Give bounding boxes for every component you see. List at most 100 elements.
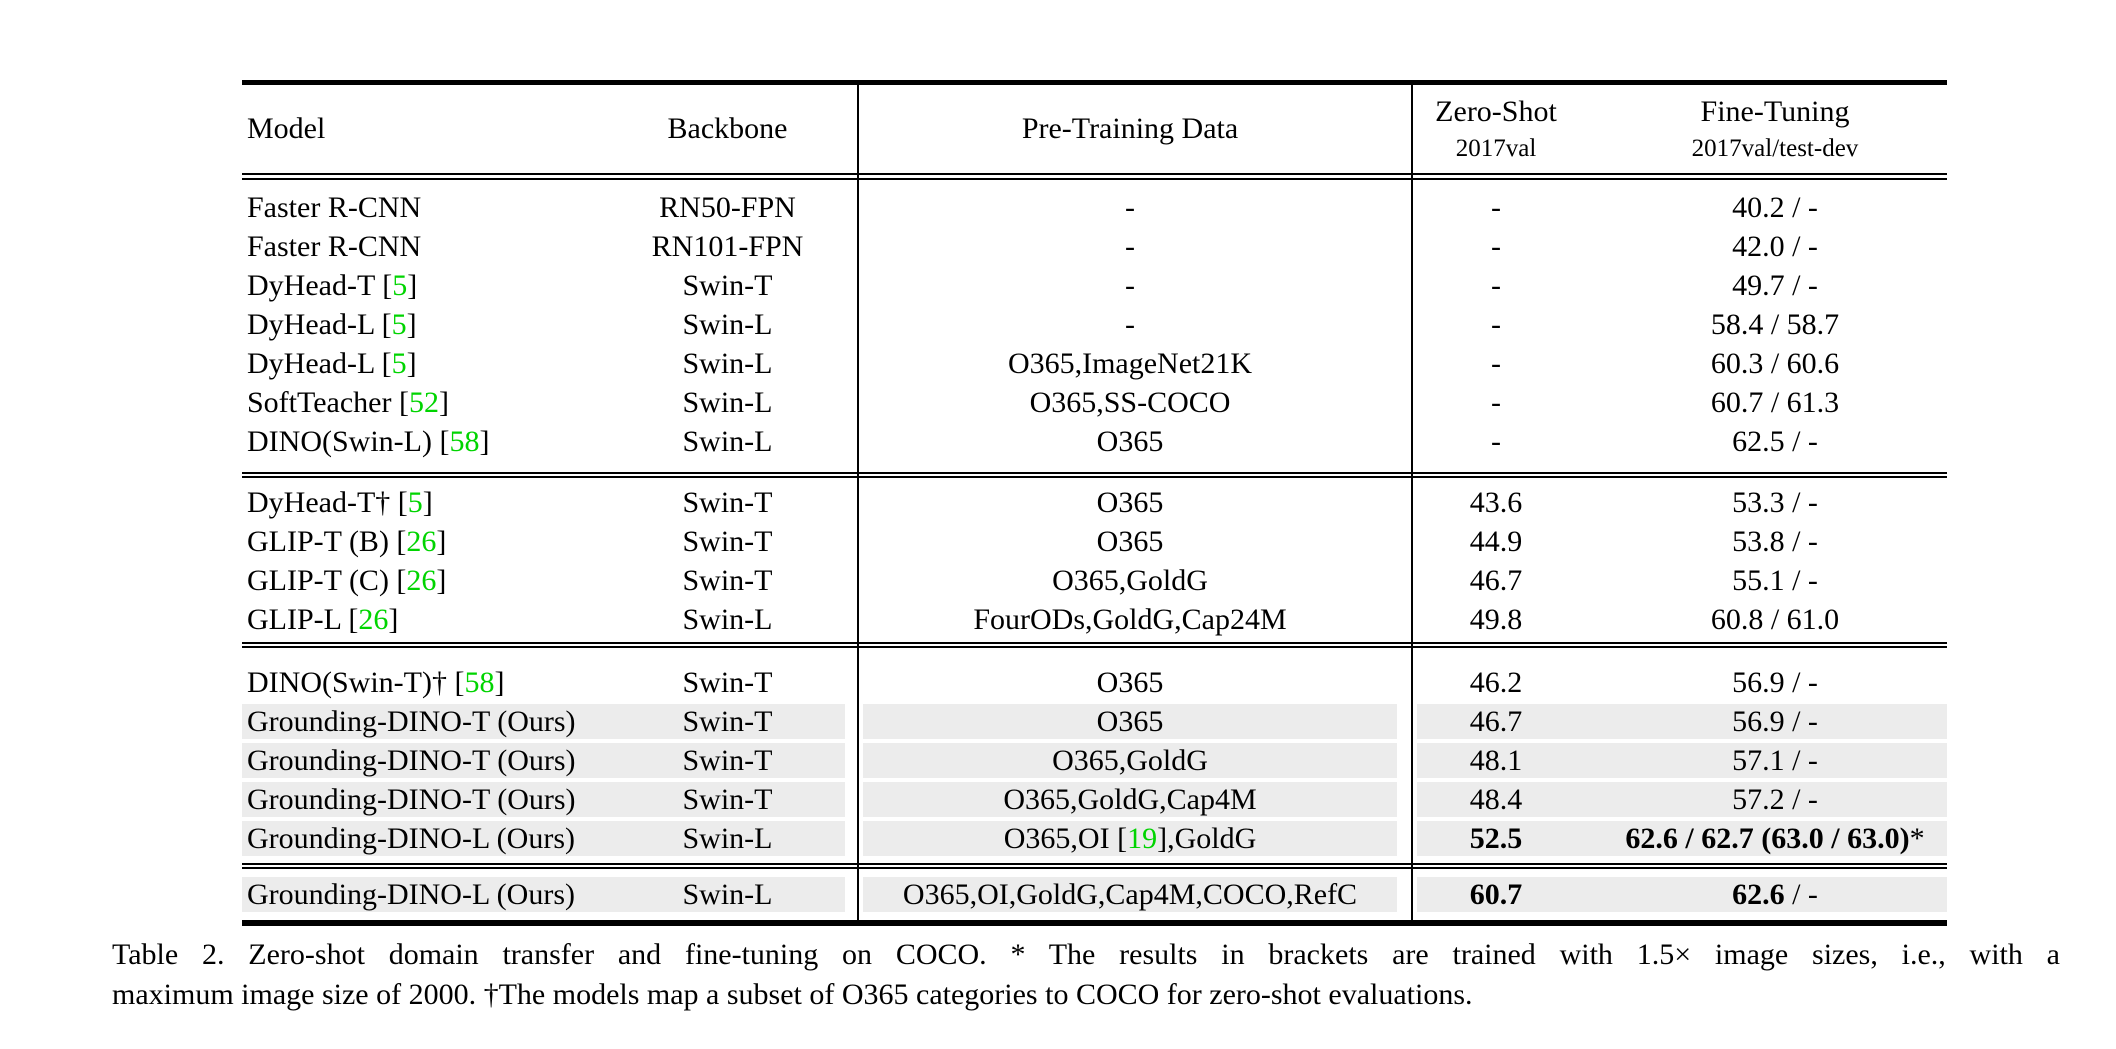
table-row: GLIP-L [26] Swin-L FourODs,GoldG,Cap24M 49.…	[242, 600, 1947, 639]
cell-model: SoftTeacher [52]	[247, 386, 449, 419]
cell-backbone: RN50-FPN	[659, 191, 796, 224]
cell-zeroshot: 48.4	[1469, 783, 1523, 816]
row-highlight	[242, 782, 845, 817]
cell-backbone: Swin-L	[682, 308, 773, 341]
citation-number: 5	[391, 308, 407, 341]
cell-pretrain: -	[1125, 308, 1135, 341]
cell-backbone: Swin-T	[682, 705, 773, 738]
cell-finetune: 57.1 / -	[1732, 744, 1818, 777]
column-divider-backbone-pretrain	[857, 85, 859, 920]
column-header-zero-shot-subtitle: 2017val	[1455, 135, 1537, 162]
table-row: GLIP-T (B) [26] Swin-T O365 44.9 53.8 / -	[242, 522, 1947, 561]
cell-model: DyHead-T† [5]	[247, 486, 433, 519]
cell-zeroshot: 46.2	[1469, 666, 1523, 699]
column-header-model-label: Model	[247, 112, 326, 145]
table-rule-top	[242, 80, 1947, 85]
cell-zeroshot: -	[1491, 347, 1501, 380]
cell-model: DyHead-T [5]	[247, 269, 418, 302]
column-header-zero-shot-title: Zero-Shot	[1435, 95, 1557, 128]
table-row: Faster R-CNN RN101-FPN - - 42.0 / -	[242, 227, 1947, 266]
cell-finetune: 56.9 / -	[1732, 705, 1818, 738]
cell-model: DINO(Swin-T)† [58]	[247, 666, 505, 699]
cell-pretrain: O365	[1096, 486, 1164, 519]
table-row: Grounding-DINO-T (Ours) Swin-T O365,GoldG 4…	[242, 741, 1947, 780]
cell-pretrain: O365	[1096, 525, 1164, 558]
cell-model: Grounding-DINO-T (Ours)	[247, 744, 576, 777]
row-highlight	[863, 877, 1397, 912]
table-row: SoftTeacher [52] Swin-L O365,SS-COCO - 60.7 …	[242, 383, 1947, 422]
citation-number: 26	[358, 603, 389, 636]
cell-zeroshot: -	[1491, 308, 1501, 341]
cell-model: Grounding-DINO-T (Ours)	[247, 705, 576, 738]
cell-zeroshot: -	[1491, 269, 1501, 302]
row-highlight	[863, 821, 1397, 856]
cell-backbone: Swin-L	[682, 425, 773, 458]
column-header-fine-tuning-title: Fine-Tuning	[1700, 95, 1850, 128]
cell-finetune: 53.8 / -	[1732, 525, 1818, 558]
column-header-pretraining-data: Pre-Training Data	[863, 85, 1397, 173]
cell-backbone: Swin-L	[682, 603, 773, 636]
cell-model: Grounding-DINO-L (Ours)	[247, 822, 575, 855]
cell-zeroshot: 52.5	[1469, 822, 1523, 855]
table-row: Grounding-DINO-T (Ours) Swin-T O365,GoldG,…	[242, 780, 1947, 819]
cell-pretrain: O365	[1096, 425, 1164, 458]
table-caption-line-2: maximum image size of 2000. †The models …	[112, 978, 1473, 1011]
row-highlight	[1417, 782, 1947, 817]
cell-zeroshot: -	[1491, 425, 1501, 458]
cell-pretrain: O365,GoldG	[1052, 744, 1208, 777]
cell-finetune: 40.2 / -	[1732, 191, 1818, 224]
cell-backbone: Swin-L	[682, 386, 773, 419]
table-row: Grounding-DINO-T (Ours) Swin-T O365 46.7 56.…	[242, 702, 1947, 741]
cell-finetune: 55.1 / -	[1732, 564, 1818, 597]
table-rule-below-header	[242, 173, 1947, 180]
cell-finetune: 57.2 / -	[1732, 783, 1818, 816]
cell-backbone: Swin-T	[682, 564, 773, 597]
cell-model: Faster R-CNN	[247, 191, 422, 224]
column-header-backbone: Backbone	[610, 85, 845, 173]
cell-finetune: 60.3 / 60.6	[1710, 347, 1840, 380]
cell-finetune: 42.0 / -	[1732, 230, 1818, 263]
cell-backbone: Swin-T	[682, 525, 773, 558]
cell-zeroshot: 46.7	[1469, 564, 1523, 597]
cell-zeroshot: -	[1491, 386, 1501, 419]
cell-finetune: 62.6 / 62.7 (63.0 / 63.0)*	[1625, 822, 1925, 855]
cell-model: GLIP-L [26]	[247, 603, 399, 636]
citation-number: 52	[408, 386, 439, 419]
column-header-fine-tuning: Fine-Tuning 2017val/test-dev	[1575, 85, 1947, 173]
cell-backbone: Swin-T	[682, 486, 773, 519]
table-row: DyHead-L [5] Swin-L - - 58.4 / 58.7	[242, 305, 1947, 344]
cell-pretrain: O365	[1096, 666, 1164, 699]
cell-finetune: 60.7 / 61.3	[1710, 386, 1840, 419]
citation-number: 5	[391, 347, 407, 380]
cell-finetune: 62.6 / -	[1732, 878, 1818, 911]
cell-model: Faster R-CNN	[247, 230, 422, 263]
cell-pretrain: FourODs,GoldG,Cap24M	[973, 603, 1287, 636]
table-row: DyHead-L [5] Swin-L O365,ImageNet21K - 60.3 …	[242, 344, 1947, 383]
column-header-pretraining-data-label: Pre-Training Data	[1021, 112, 1239, 145]
citation-number: 5	[407, 486, 423, 519]
cell-pretrain: O365,GoldG	[1052, 564, 1208, 597]
table-body: Faster R-CNN RN50-FPN - -40.2 / - Faster R-C…	[242, 80, 1947, 932]
cell-zeroshot: 60.7	[1469, 878, 1523, 911]
cell-model: GLIP-T (B) [26]	[247, 525, 447, 558]
table-caption: Table 2. Zero-shot domain transfer and f…	[112, 935, 2060, 1015]
row-highlight	[242, 821, 845, 856]
block-separator-3	[242, 863, 1947, 869]
cell-model: Grounding-DINO-T (Ours)	[247, 783, 576, 816]
cell-zeroshot: 44.9	[1469, 525, 1523, 558]
row-highlight	[1417, 704, 1947, 739]
column-header-backbone-label: Backbone	[667, 112, 788, 145]
cell-backbone: Swin-T	[682, 269, 773, 302]
table-row: Grounding-DINO-L (Ours) Swin-L O365,OI,Gol…	[242, 875, 1947, 914]
citation-number: 26	[406, 525, 437, 558]
citation-number: 58	[464, 666, 495, 699]
cell-finetune: 60.8 / 61.0	[1710, 603, 1840, 636]
results-table: Model Backbone Pre-Training Data Zero-Sh…	[242, 80, 1947, 932]
cell-backbone: Swin-L	[682, 878, 773, 911]
cell-backbone: Swin-L	[682, 822, 773, 855]
cell-model: Grounding-DINO-L (Ours)	[247, 878, 575, 911]
cell-backbone: Swin-L	[682, 347, 773, 380]
cell-pretrain: O365	[1096, 705, 1164, 738]
table-row: DINO(Swin-T)† [58] Swin-T O365 46.2 56.9 / -	[242, 663, 1947, 702]
cell-backbone: Swin-T	[682, 744, 773, 777]
